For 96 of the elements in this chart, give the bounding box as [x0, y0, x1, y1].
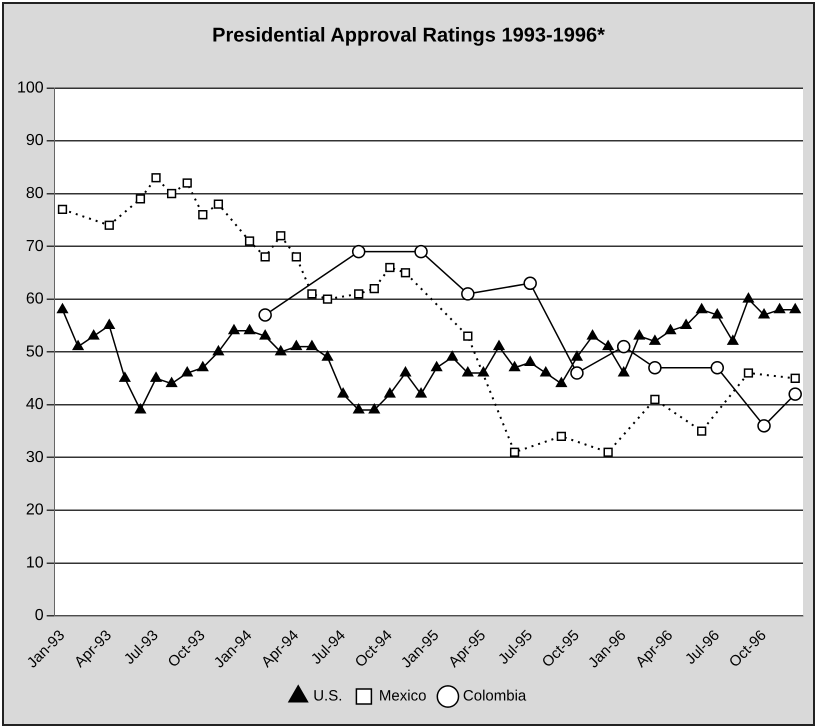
point	[788, 387, 802, 401]
chart-title: Presidential Approval Ratings 1993-1996*	[212, 24, 606, 47]
y-tick-label: 40	[26, 396, 44, 414]
point	[260, 330, 271, 340]
point	[710, 361, 724, 375]
point	[540, 366, 552, 377]
point	[587, 330, 598, 340]
point	[509, 362, 520, 372]
point	[322, 350, 334, 361]
point	[461, 287, 475, 301]
point	[524, 356, 536, 366]
point	[414, 244, 428, 258]
point	[307, 289, 317, 298]
point	[649, 335, 660, 345]
point	[292, 252, 301, 262]
point	[134, 404, 146, 414]
point	[276, 231, 286, 240]
point	[354, 289, 364, 298]
point	[431, 362, 442, 372]
point	[697, 426, 706, 436]
point	[104, 220, 114, 230]
point	[72, 340, 84, 350]
legend-label: U.S.	[313, 688, 342, 705]
point	[244, 324, 256, 334]
point	[322, 294, 332, 304]
point	[166, 377, 178, 388]
y-tick-label: 100	[16, 79, 44, 96]
point	[571, 350, 582, 361]
point	[104, 319, 115, 330]
point	[696, 303, 708, 314]
point	[790, 303, 801, 314]
point	[385, 262, 395, 272]
y-tick-label: 10	[26, 554, 44, 572]
point	[58, 204, 68, 214]
point	[616, 340, 630, 354]
point	[650, 394, 660, 404]
point	[228, 324, 240, 334]
point	[136, 194, 146, 204]
point	[463, 331, 472, 341]
point	[648, 361, 662, 375]
point	[478, 366, 489, 377]
y-tick-label: 70	[26, 238, 44, 255]
point	[727, 335, 738, 345]
y-tick-label: 90	[26, 132, 44, 150]
point	[56, 303, 68, 314]
point	[368, 404, 380, 414]
point	[290, 340, 302, 350]
point	[182, 366, 193, 377]
point	[462, 366, 474, 377]
point	[258, 308, 272, 322]
point	[742, 292, 754, 303]
legend-label: Colombia	[462, 688, 527, 705]
point	[446, 350, 458, 361]
point	[618, 366, 630, 377]
point	[634, 330, 645, 340]
point	[556, 377, 567, 388]
point	[166, 188, 176, 198]
point	[275, 346, 286, 356]
point	[400, 268, 410, 278]
point	[570, 366, 584, 380]
point	[352, 244, 366, 258]
point	[198, 210, 208, 220]
point	[384, 388, 396, 398]
point	[744, 368, 754, 378]
point	[370, 284, 379, 294]
point	[212, 346, 224, 356]
legend-label: Mexico	[378, 688, 426, 705]
point	[774, 303, 786, 314]
y-tick-label: 30	[26, 448, 44, 466]
point	[151, 173, 161, 182]
point	[260, 252, 270, 262]
point	[790, 374, 800, 383]
point	[244, 236, 254, 246]
point	[523, 276, 537, 290]
point	[664, 324, 676, 334]
point	[88, 330, 100, 340]
point	[119, 372, 130, 382]
point	[197, 362, 208, 372]
y-tick-label: 20	[26, 502, 44, 519]
point	[150, 372, 162, 382]
point	[680, 319, 692, 330]
point	[400, 366, 411, 377]
point	[182, 178, 192, 188]
point	[338, 388, 349, 398]
point	[493, 340, 505, 350]
y-tick-label: 50	[26, 343, 44, 360]
y-tick-label: 0	[34, 607, 44, 624]
point	[416, 388, 427, 398]
point	[712, 308, 723, 318]
point	[214, 199, 224, 209]
point	[602, 340, 614, 350]
y-tick-label: 80	[26, 184, 44, 202]
y-tick-label: 60	[26, 290, 44, 308]
point	[306, 340, 318, 350]
point	[353, 404, 364, 414]
point	[758, 308, 770, 318]
